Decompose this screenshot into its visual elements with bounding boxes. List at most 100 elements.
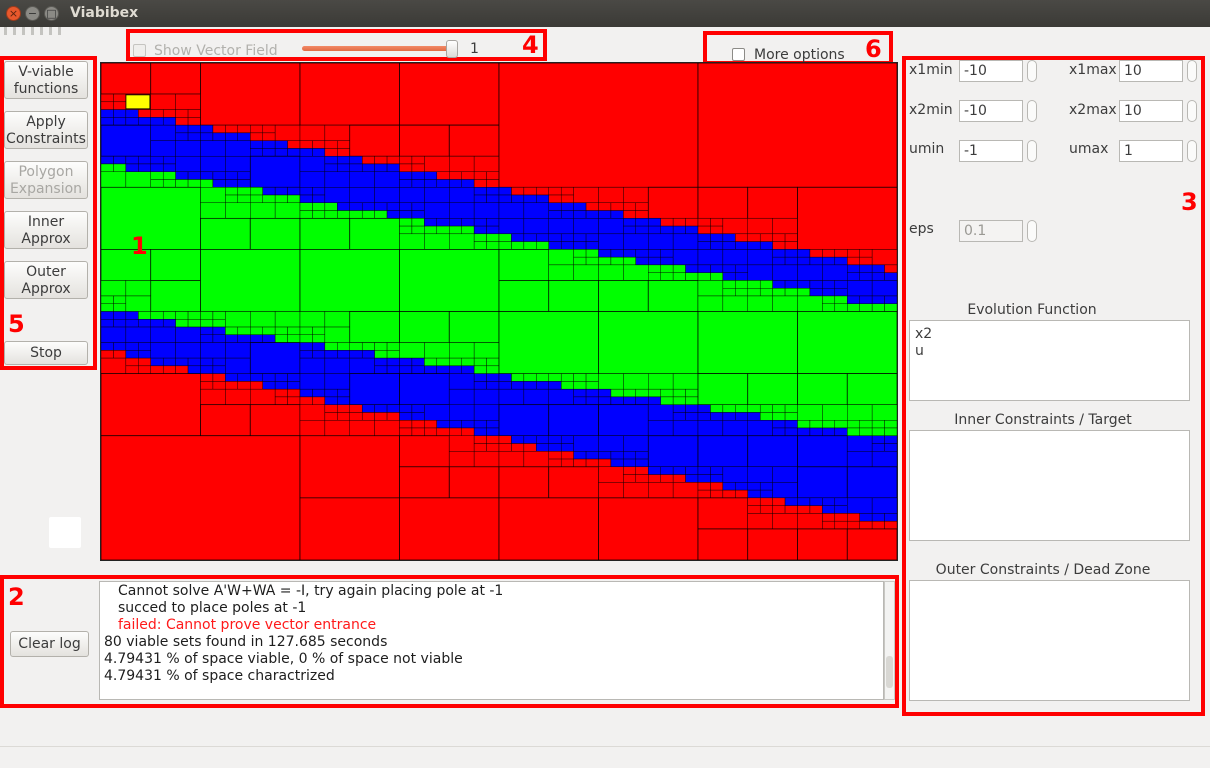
- plot-box-viable: [834, 303, 848, 312]
- plot-box-outside: [635, 466, 649, 475]
- vector-field-scale-slider[interactable]: [302, 46, 454, 51]
- clear-log-button[interactable]: Clear log: [10, 631, 89, 657]
- plot-box-boundary: [125, 155, 139, 165]
- plot-box-boundary: [324, 373, 350, 390]
- plot-box-outside: [573, 187, 599, 203]
- plot-box-boundary: [859, 264, 873, 273]
- plot-box-boundary: [200, 124, 214, 134]
- plot-box-outside: [635, 202, 649, 211]
- outer-approx-button[interactable]: Outer Approx: [4, 261, 88, 299]
- plot-box-boundary: [809, 288, 823, 297]
- stop-button[interactable]: Stop: [4, 341, 88, 365]
- log-output[interactable]: Cannot solve A'W+WA = -I, try again plac…: [99, 581, 884, 700]
- toolbar-grip-handle[interactable]: [4, 27, 64, 35]
- x2min-spinner[interactable]: [1027, 100, 1037, 122]
- umin-spinner[interactable]: [1027, 140, 1037, 162]
- umax-spinner[interactable]: [1187, 140, 1197, 162]
- plot-box-outside: [672, 474, 686, 483]
- plot-box-boundary: [685, 264, 699, 273]
- annotation-label-1: 1: [131, 232, 148, 260]
- plot-box-outside: [473, 179, 487, 188]
- plot-box-boundary: [884, 295, 897, 304]
- plot-box-viable: [647, 280, 699, 312]
- annotation-label-4: 4: [522, 31, 539, 59]
- vector-field-scale-slider-handle[interactable]: [446, 40, 458, 58]
- plot-box-boundary: [274, 187, 288, 196]
- plot-box-boundary: [386, 365, 400, 374]
- plot-box-viable: [324, 342, 338, 351]
- plot-box-viable: [834, 420, 848, 429]
- plot-box-boundary: [498, 381, 512, 390]
- umax-field[interactable]: 1: [1119, 140, 1183, 162]
- plot-box-viable: [411, 218, 425, 227]
- minimize-window-button[interactable]: −: [25, 6, 40, 21]
- more-options-label: More options: [754, 47, 845, 63]
- plot-box-boundary: [648, 233, 674, 250]
- x1max-field[interactable]: 10: [1119, 60, 1183, 82]
- plot-box-outside: [747, 218, 773, 235]
- x1min-field[interactable]: -10: [959, 60, 1023, 82]
- more-options-checkbox[interactable]: [732, 48, 745, 61]
- v-viable-functions-button[interactable]: V-viable functions: [4, 61, 88, 99]
- plot-box-boundary: [523, 388, 549, 405]
- plot-box-boundary: [598, 233, 624, 250]
- eps-field[interactable]: 0.1: [959, 220, 1023, 242]
- show-vector-field-checkbox[interactable]: [133, 44, 146, 57]
- plot-box-boundary: [772, 256, 786, 266]
- x2max-spinner[interactable]: [1187, 100, 1197, 122]
- plot-box-boundary: [523, 435, 537, 444]
- plot-box-viable: [797, 420, 811, 429]
- close-window-button[interactable]: ×: [6, 6, 21, 21]
- plot-box-boundary: [759, 489, 773, 499]
- plot-box-boundary: [162, 357, 176, 367]
- plot-box-boundary: [797, 466, 848, 499]
- plot-box-boundary: [722, 249, 748, 266]
- log-scrollbar[interactable]: [884, 581, 895, 700]
- apply-constraints-button[interactable]: Apply Constraints: [4, 111, 88, 149]
- plot-box-outside: [710, 489, 724, 499]
- annotation-box-5: [0, 56, 97, 370]
- plot-box-boundary: [411, 365, 425, 374]
- plot-box-boundary: [175, 342, 201, 359]
- polygon-expansion-button[interactable]: Polygon Expansion: [4, 161, 88, 199]
- plot-box-boundary: [138, 319, 151, 328]
- x1min-spinner[interactable]: [1027, 60, 1037, 82]
- plot-box-viable: [511, 373, 525, 382]
- plot-box-viable: [200, 249, 301, 312]
- plot-box-boundary: [150, 117, 164, 126]
- plot-box-viable: [449, 342, 475, 359]
- plot-box-boundary: [697, 474, 711, 483]
- plot-box-boundary: [299, 388, 313, 398]
- umin-field[interactable]: -1: [959, 140, 1023, 162]
- plot-box-boundary: [610, 458, 624, 468]
- plot-box-boundary: [237, 132, 251, 141]
- plot-box-viable: [449, 357, 462, 367]
- plot-box-boundary: [349, 187, 375, 203]
- plot-box-viable: [859, 420, 873, 429]
- plot-box-boundary: [523, 233, 537, 242]
- x2min-field[interactable]: -10: [959, 100, 1023, 122]
- plot-box-boundary: [884, 443, 897, 452]
- log-line: 4.79431 % of space charactrized: [104, 668, 335, 684]
- plot-box-boundary: [498, 187, 512, 196]
- viability-plot[interactable]: [100, 62, 898, 561]
- plot-box-boundary: [175, 171, 189, 180]
- plot-box-boundary: [685, 412, 699, 421]
- plot-box-viable: [200, 319, 214, 328]
- plot-box-boundary: [113, 155, 127, 165]
- plot-box-viable: [237, 326, 251, 335]
- evolution-function-editor[interactable]: x2 u: [909, 320, 1190, 401]
- x2max-field[interactable]: 10: [1119, 100, 1183, 122]
- plot-box-boundary: [672, 225, 686, 235]
- log-line: 4.79431 % of space viable, 0 % of space …: [104, 651, 463, 667]
- plot-box-viable: [274, 311, 301, 328]
- plot-box-boundary: [672, 404, 686, 413]
- inner-constraints-editor[interactable]: [909, 430, 1190, 541]
- outer-constraints-editor[interactable]: [909, 580, 1190, 701]
- log-scrollbar-thumb[interactable]: [886, 656, 893, 688]
- eps-spinner[interactable]: [1027, 220, 1037, 242]
- maximize-window-button[interactable]: □: [44, 6, 59, 21]
- x1max-spinner[interactable]: [1187, 60, 1197, 82]
- plot-box-viable: [448, 311, 500, 343]
- inner-approx-button[interactable]: Inner Approx: [4, 211, 88, 249]
